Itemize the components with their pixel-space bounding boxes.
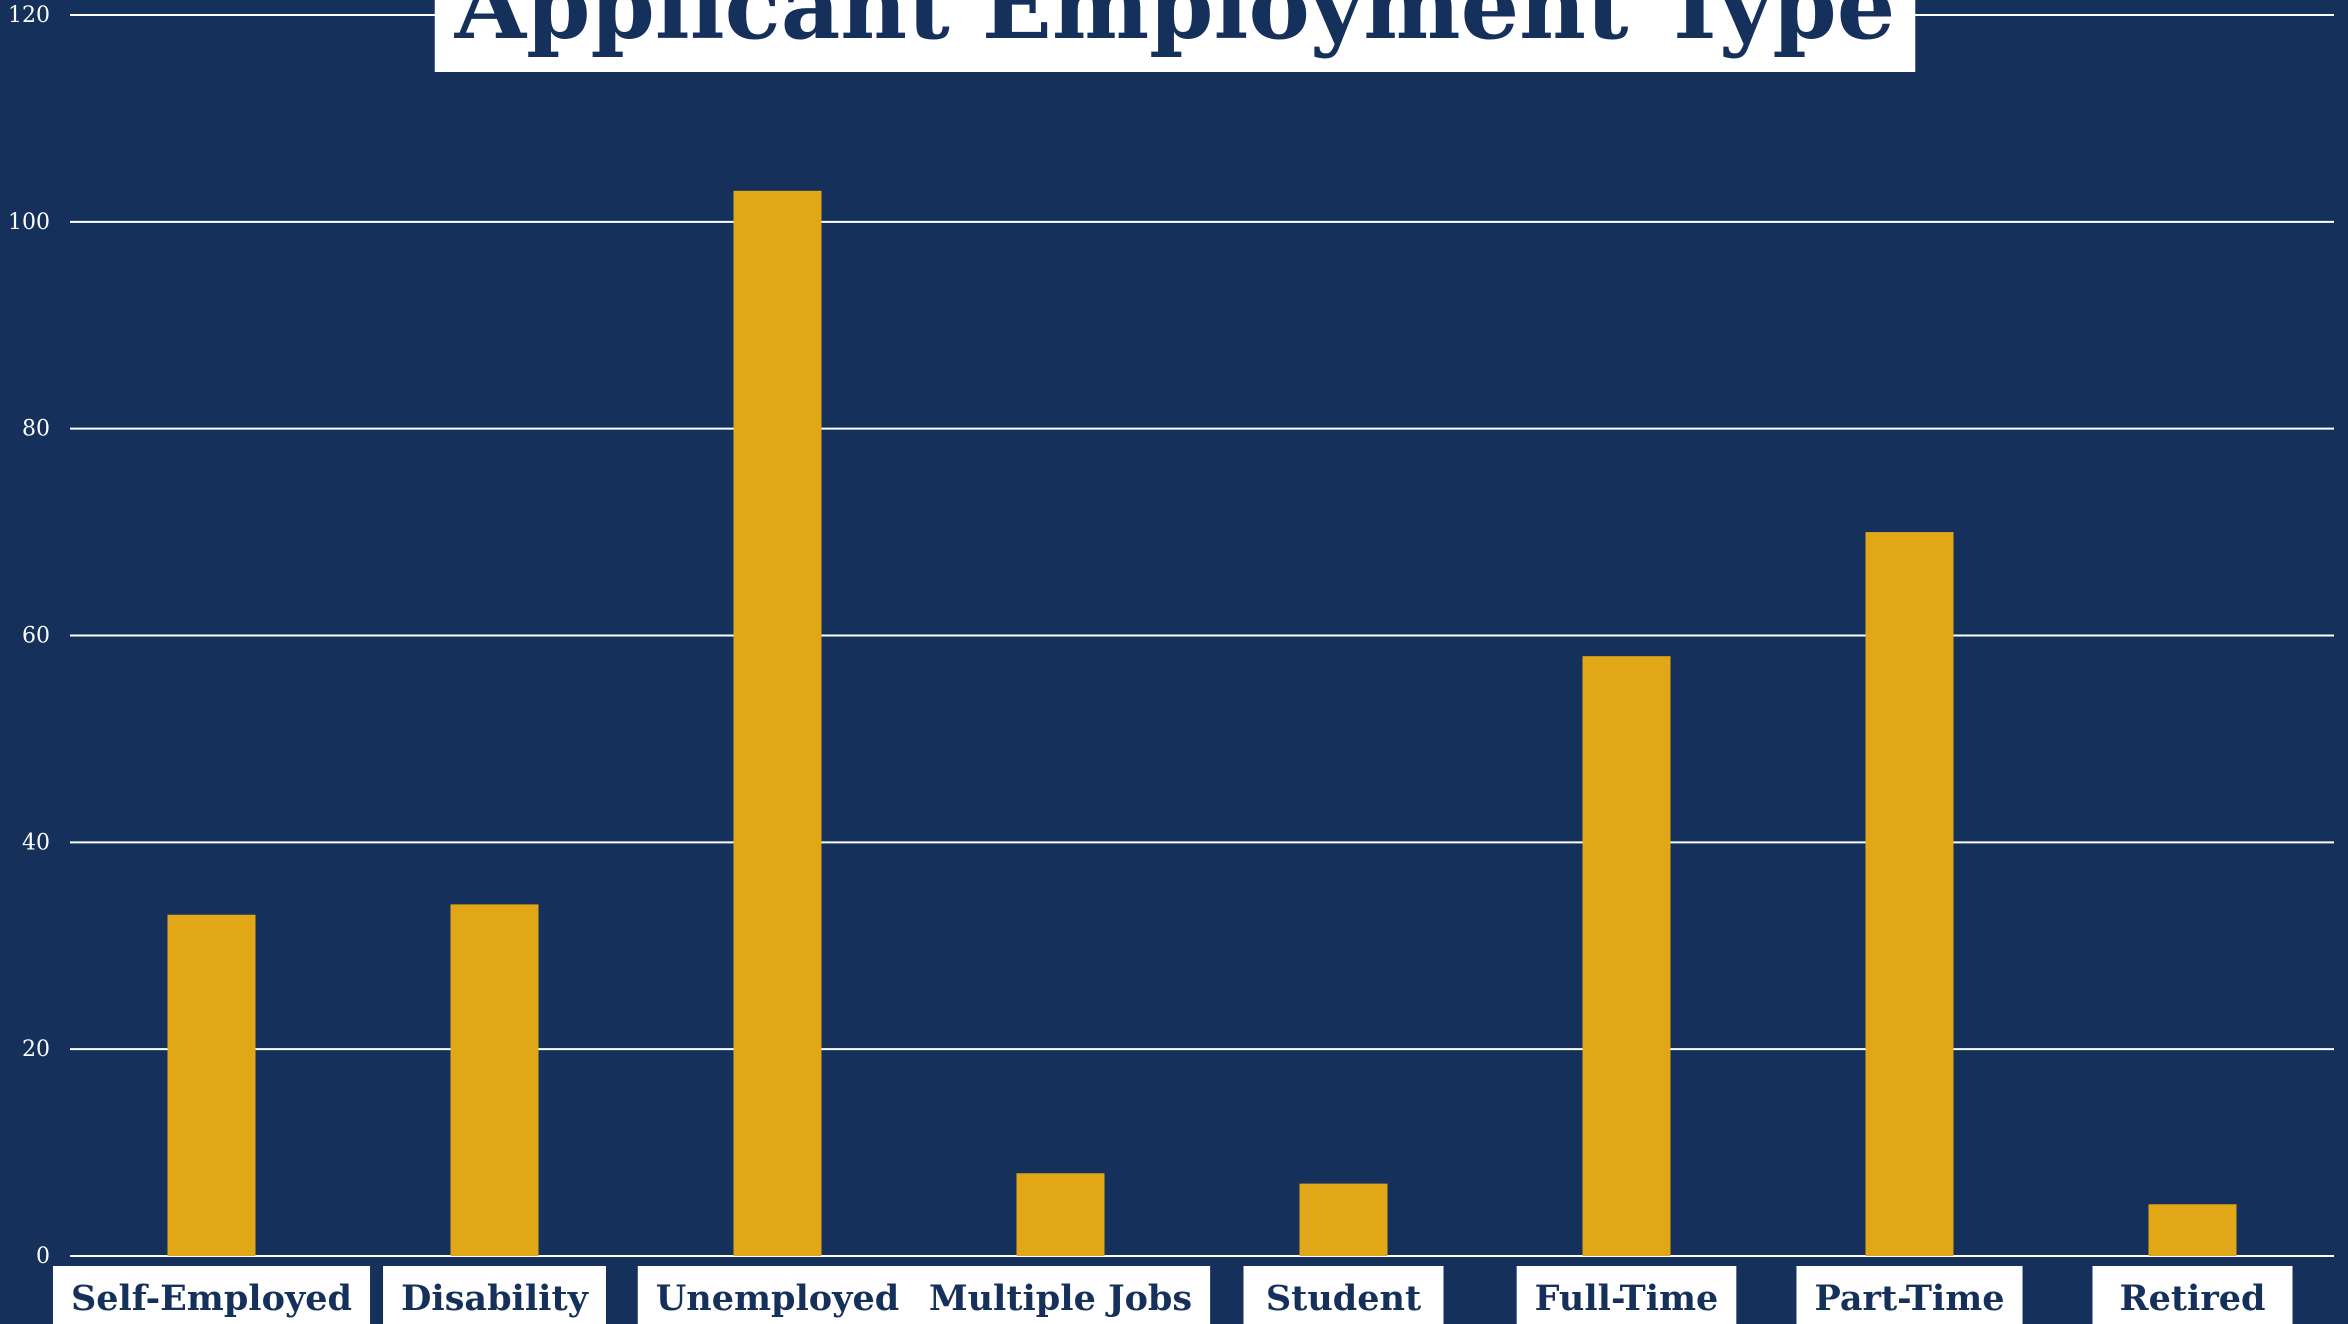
x-label-multiple-jobs: Multiple Jobs xyxy=(910,1266,1211,1324)
y-tick-label-0: 0 xyxy=(36,1244,50,1269)
x-label-text-self-employed: Self-Employed xyxy=(71,1278,352,1319)
bars xyxy=(167,190,2237,1256)
x-label-box-self-employed xyxy=(52,1266,371,1324)
x-label-full-time: Full-Time xyxy=(1516,1266,1737,1324)
bar-self-employed xyxy=(167,914,256,1256)
x-label-box-multiple-jobs xyxy=(910,1266,1211,1324)
x-label-text-unemployed: Unemployed xyxy=(656,1278,899,1319)
bar-multiple-jobs xyxy=(1016,1173,1105,1256)
bar-part-time xyxy=(1865,532,1954,1256)
x-label-box-retired xyxy=(2092,1266,2293,1324)
x-label-box-part-time xyxy=(1796,1266,2023,1324)
x-label-self-employed: Self-Employed xyxy=(52,1266,371,1324)
x-label-box-unemployed xyxy=(637,1266,918,1324)
x-label-text-student: Student xyxy=(1266,1278,1421,1319)
y-tick-label-80: 80 xyxy=(22,417,50,442)
x-label-box-full-time xyxy=(1516,1266,1737,1324)
x-label-text-disability: Disability xyxy=(401,1278,590,1319)
x-label-retired: Retired xyxy=(2092,1266,2293,1324)
bar-retired xyxy=(2148,1204,2237,1256)
x-label-text-multiple-jobs: Multiple Jobs xyxy=(929,1278,1192,1319)
chart-title-group: Applicant Employment Type xyxy=(434,0,1916,72)
x-label-text-full-time: Full-Time xyxy=(1535,1278,1719,1319)
x-label-text-retired: Retired xyxy=(2120,1278,2266,1319)
bar-disability xyxy=(450,904,539,1256)
bar-unemployed xyxy=(733,190,822,1256)
x-label-part-time: Part-Time xyxy=(1796,1266,2023,1324)
y-axis-ticks: 0 20 40 60 80 100 120 xyxy=(8,3,50,1269)
x-label-box-student xyxy=(1243,1266,1444,1324)
x-label-box-disability xyxy=(383,1266,606,1324)
y-tick-label-40: 40 xyxy=(22,830,50,855)
x-axis-labels: Self-Employed Disability Unemployed Multipl… xyxy=(52,1266,2293,1324)
x-label-disability: Disability xyxy=(383,1266,606,1324)
x-label-student: Student xyxy=(1243,1266,1444,1324)
y-tick-label-100: 100 xyxy=(8,210,50,235)
y-tick-label-20: 20 xyxy=(22,1037,50,1062)
chart-title-background xyxy=(434,0,1916,72)
x-label-text-part-time: Part-Time xyxy=(1814,1278,2004,1319)
bar-student xyxy=(1299,1183,1388,1256)
bar-full-time xyxy=(1582,656,1671,1256)
x-label-unemployed: Unemployed xyxy=(637,1266,918,1324)
chart-title: Applicant Employment Type xyxy=(454,0,1896,60)
grid-layer xyxy=(70,14,2334,1257)
y-tick-label-60: 60 xyxy=(22,624,50,649)
y-tick-label-120: 120 xyxy=(8,3,50,28)
